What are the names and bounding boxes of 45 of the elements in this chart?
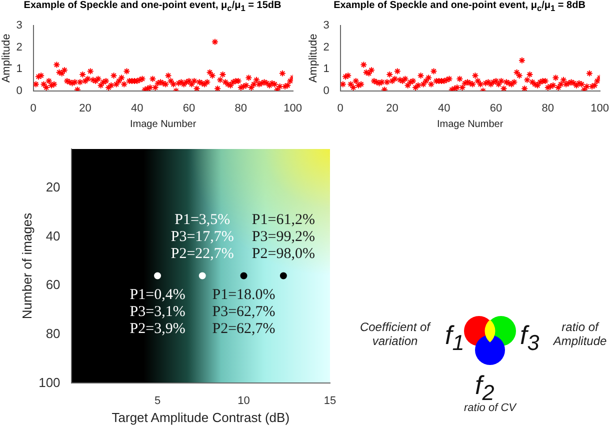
y-tick-label: 80 xyxy=(46,326,60,341)
x-tick-label: 60 xyxy=(182,102,196,114)
x-tick-label: 15 xyxy=(324,394,336,407)
x-tick-label: 0 xyxy=(337,102,344,114)
y-tick-label: 2 xyxy=(323,41,330,54)
text: ratio of Amplitude xyxy=(552,320,608,348)
y-tick-label: 100 xyxy=(38,374,60,390)
x-tick-label: 20 xyxy=(79,102,92,114)
y-tick-label: 3 xyxy=(323,20,330,32)
x-axis-title: Target Amplitude Contrast (dB) xyxy=(112,410,290,425)
chart-title: Example of Speckle and one-point event, μ$_{c}$/μ$_{1}$ = 15dB xyxy=(22,0,282,15)
annotation: P1=61,2% P3=99,2% P2=98,0% xyxy=(252,212,315,262)
text: f$_{3}$ xyxy=(520,320,540,356)
annotation: P1=0,4% P3=3,1% P2=3,9% xyxy=(130,287,186,338)
x-tick-label: 80 xyxy=(542,102,554,114)
text: Coefficient of variation xyxy=(358,320,432,348)
x-tick-label: 40 xyxy=(438,102,450,114)
x-axis-title: Image Number xyxy=(130,118,197,130)
y-tick-label: 0 xyxy=(323,84,330,97)
x-tick-label: 60 xyxy=(490,102,502,114)
y-tick-label: 1 xyxy=(16,63,22,76)
x-tick-label: 0 xyxy=(30,102,36,114)
x-tick-label: 100 xyxy=(284,102,302,114)
y-tick-label: 3 xyxy=(16,20,22,32)
y-tick-label: 2 xyxy=(16,41,22,54)
y-axis-title: Number of images xyxy=(19,212,34,320)
y-axis-title: Amplitude xyxy=(0,34,13,83)
x-tick-label: 100 xyxy=(590,102,610,114)
y-tick-label: 1 xyxy=(323,63,330,76)
y-tick-label: 20 xyxy=(46,179,60,194)
text: f$_{1}$ xyxy=(445,320,464,356)
y-axis-title: Amplitude xyxy=(308,34,320,83)
x-tick-label: 5 xyxy=(154,394,161,407)
text: ratio of CV xyxy=(463,402,518,414)
x-tick-label: 40 xyxy=(130,102,144,114)
annotation: P1=3,5% P3=17,7% P2=22,7% xyxy=(170,212,234,262)
x-tick-label: 10 xyxy=(238,394,250,407)
x-axis-title: Image Number xyxy=(437,118,504,130)
annotation: P1=18.0% P3=62,7% P2=62,7% xyxy=(212,287,276,338)
chart-title: Example of Speckle and one-point event, μ$_{c}$/μ$_{1}$ = 8dB xyxy=(332,0,586,15)
y-tick-label: 60 xyxy=(46,277,60,292)
x-tick-label: 20 xyxy=(386,102,398,114)
y-tick-label: 0 xyxy=(16,84,22,97)
x-tick-label: 80 xyxy=(234,102,248,114)
y-tick-label: 40 xyxy=(46,228,60,244)
